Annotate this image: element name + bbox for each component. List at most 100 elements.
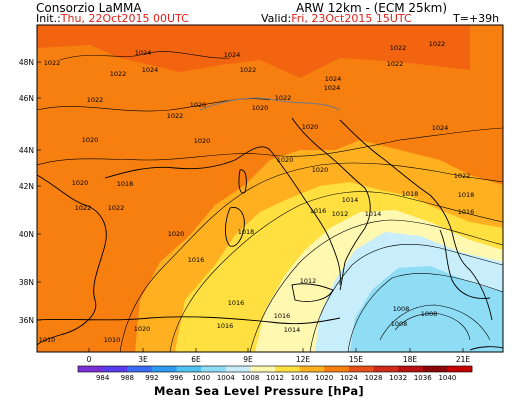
lon-label: 21E (456, 355, 471, 364)
colorbar-swatch (102, 366, 128, 372)
colorbar-level: 1000 (192, 374, 210, 382)
colorbar-level: 1012 (266, 374, 284, 382)
valid-value: Fri, 23Oct2015 15UTC (291, 12, 412, 25)
isobar-line (249, 219, 503, 352)
isobar-value: 1020 (252, 104, 269, 112)
colorbar-swatch (201, 366, 227, 372)
isobar-value: 1020 (72, 179, 89, 187)
isobar-value: 1020 (168, 230, 185, 238)
isobar-value: 1024 (224, 51, 241, 59)
colorbar-level: 1008 (241, 374, 259, 382)
isobar-value: 1022 (429, 40, 446, 48)
isobar-value: 1024 (324, 84, 341, 92)
isobar-line (169, 191, 503, 352)
field-below-1004 (350, 266, 503, 352)
map-frame (36, 24, 504, 353)
isobar-value: 1022 (87, 96, 104, 104)
crete (469, 346, 503, 351)
provider-title: Consorzio LaMMA (36, 1, 142, 15)
latitude-labels: 48N 46N 44N 42N 40N 38N 36N (19, 58, 41, 325)
colorbar-swatch (299, 366, 325, 372)
isobar-value: 1024 (142, 66, 159, 74)
isobar-value: 1016 (188, 256, 205, 264)
colorbar-level: 1028 (365, 374, 383, 382)
colorbar-swatch (373, 366, 399, 372)
isobar-value: 1010 (39, 336, 56, 344)
greece-coast (439, 229, 491, 299)
isobar-value: 1020 (277, 156, 294, 164)
colorbar-swatch (225, 366, 251, 372)
north-africa-coast (37, 316, 341, 325)
colorbar-level: 984 (96, 374, 110, 382)
colorbar-swatch (447, 366, 473, 372)
coastlines (37, 97, 503, 351)
lon-label: 6E (191, 355, 201, 364)
isobar-value: 1024 (135, 49, 152, 57)
lon-label: 12E (296, 355, 311, 364)
isobar-line (119, 162, 503, 352)
colorbar-swatch (422, 366, 448, 372)
lat-label: 42N (19, 182, 34, 191)
isobar-line (379, 304, 491, 341)
init-time: Init.:Thu, 22Oct2015 00UTC (36, 13, 189, 25)
isobar-value: 1018 (458, 191, 475, 199)
isobar-value: 1016 (458, 208, 475, 216)
lon-label: 3E (138, 355, 148, 364)
isobar-value: 1014 (365, 210, 382, 218)
colorbar-title: Mean Sea Level Pressure [hPa] (154, 384, 364, 398)
colorbar-swatch (275, 366, 300, 372)
balkan-coast (339, 119, 493, 321)
valid-label: Valid: (261, 12, 292, 25)
colorbar-swatch (176, 366, 202, 372)
isobar-value: 1018 (402, 190, 419, 198)
isobar-value: 1022 (44, 59, 61, 67)
isobar-line (59, 51, 231, 61)
colorbar-level: 1032 (389, 374, 407, 382)
colorbar-level: 1036 (414, 374, 432, 382)
valid-time: Valid:Fri, 23Oct2015 15UTC (261, 13, 412, 25)
isobar-value: 1024 (325, 75, 342, 83)
colorbar: 984 988 992 996 1000 1004 1008 1012 1016 1020 1024… (77, 365, 473, 382)
colorbar-level: 992 (145, 374, 158, 382)
colorbar-level: 1024 (340, 374, 358, 382)
colorbar-swatch (398, 366, 424, 372)
lat-label: 48N (19, 58, 34, 67)
isobar-value: 1018 (117, 180, 134, 188)
colorbar-swatch (250, 366, 276, 372)
isobars (37, 51, 503, 352)
france-med-coast (104, 159, 236, 179)
isobar-value: 1008 (421, 310, 438, 318)
isobar-value: 1018 (238, 228, 255, 236)
sicily (291, 283, 334, 302)
lat-label: 40N (19, 230, 34, 239)
isobar-value: 1022 (167, 112, 184, 120)
lat-label: 38N (19, 278, 34, 287)
sardinia (225, 207, 245, 247)
isobar-value: 1022 (387, 60, 404, 68)
isobar-value: 1014 (342, 196, 359, 204)
isobar-value: 1022 (75, 204, 92, 212)
isobar-value: 1020 (190, 101, 207, 109)
isobar-value: 1008 (391, 320, 408, 328)
colorbar-swatch (127, 366, 153, 372)
isobar-line (394, 313, 471, 341)
lat-label: 36N (19, 316, 34, 325)
iberia-coast (37, 174, 107, 346)
isobar-value: 1020 (82, 136, 99, 144)
init-label: Init.: (36, 12, 61, 25)
isobar-line (37, 127, 503, 166)
model-title: ARW 12km - (ECM 25km) (296, 1, 448, 15)
corsica (238, 169, 247, 194)
colorbar-level: 1040 (438, 374, 456, 382)
isobar-value: 1020 (312, 166, 329, 174)
colorbar-swatch (151, 366, 177, 372)
colorbar-swatch (78, 366, 103, 372)
lon-label: 15E (349, 355, 364, 364)
colorbar-level: 1020 (315, 374, 333, 382)
map-field (37, 25, 503, 352)
lat-label: 44N (19, 146, 34, 155)
lon-label: 9E (243, 355, 253, 364)
isobar-value: 1020 (302, 123, 319, 131)
isobar-line (347, 273, 503, 352)
